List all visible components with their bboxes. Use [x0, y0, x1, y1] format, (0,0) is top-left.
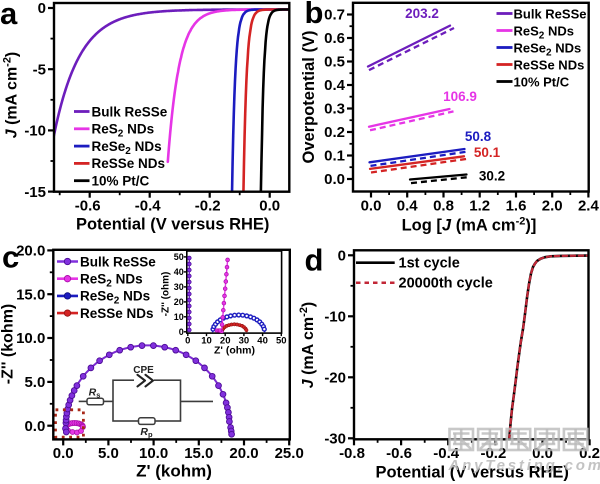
svg-text:10% Pt/C: 10% Pt/C — [92, 174, 150, 189]
svg-text:40: 40 — [257, 336, 268, 347]
svg-text:Log [J (mA cm-2)]: Log [J (mA cm-2)] — [402, 216, 537, 235]
svg-text:0.6: 0.6 — [324, 30, 345, 47]
svg-text:-10: -10 — [324, 309, 346, 326]
svg-text:10% Pt/C: 10% Pt/C — [514, 74, 570, 89]
svg-text:20.0: 20.0 — [16, 243, 45, 260]
svg-text:Z' (kohm): Z' (kohm) — [136, 462, 212, 481]
svg-text:0.2: 0.2 — [324, 124, 345, 141]
svg-text:Bulk ReSSe: Bulk ReSSe — [92, 104, 168, 119]
svg-text:1st cycle: 1st cycle — [399, 256, 460, 272]
svg-text:0.3: 0.3 — [324, 101, 345, 118]
svg-text:10.0: 10.0 — [139, 445, 168, 462]
svg-text:0: 0 — [179, 327, 184, 337]
svg-text:ReS2 NDs: ReS2 NDs — [80, 272, 143, 290]
svg-text:40: 40 — [174, 267, 184, 277]
svg-text:30.2: 30.2 — [479, 169, 505, 184]
svg-text:Overpotential (V): Overpotential (V) — [300, 31, 318, 164]
svg-text:50: 50 — [276, 336, 287, 347]
svg-text:-0.2: -0.2 — [195, 198, 221, 215]
svg-text:0.4: 0.4 — [324, 77, 346, 94]
svg-text:ReSSe NDs: ReSSe NDs — [514, 57, 585, 72]
svg-text:1.6: 1.6 — [506, 198, 527, 215]
svg-text:0.0: 0.0 — [361, 198, 382, 215]
svg-text:J (mA cm-2): J (mA cm-2) — [298, 302, 317, 389]
svg-text:2.4: 2.4 — [578, 198, 600, 215]
svg-text:-0.6: -0.6 — [386, 445, 412, 462]
svg-text:ReSe2 NDs: ReSe2 NDs — [514, 40, 582, 58]
svg-text:1.2: 1.2 — [469, 198, 490, 215]
svg-text:10.0: 10.0 — [16, 330, 45, 347]
svg-text:10: 10 — [201, 336, 212, 347]
svg-text:a: a — [0, 0, 18, 31]
svg-text:20: 20 — [220, 336, 231, 347]
svg-text:ReSSe NDs: ReSSe NDs — [80, 306, 154, 321]
svg-text:-15: -15 — [24, 184, 46, 201]
svg-text:J (mA cm-2): J (mA cm-2) — [2, 52, 21, 139]
svg-text:AnyTesting.com: AnyTesting.com — [448, 457, 600, 474]
svg-text:-20: -20 — [324, 370, 346, 387]
svg-text:ReSe2 NDs: ReSe2 NDs — [80, 289, 150, 307]
svg-text:50.8: 50.8 — [465, 129, 492, 144]
svg-text:25.0: 25.0 — [275, 445, 304, 462]
svg-text:ReS2 NDs: ReS2 NDs — [92, 122, 155, 140]
svg-text:106.9: 106.9 — [443, 89, 477, 104]
svg-text:20000th cycle: 20000th cycle — [399, 276, 493, 292]
svg-text:0.0: 0.0 — [24, 418, 45, 435]
svg-text:15.0: 15.0 — [16, 286, 45, 303]
svg-text:Z' (ohm): Z' (ohm) — [214, 345, 255, 357]
svg-text:0: 0 — [38, 0, 46, 17]
svg-text:2.0: 2.0 — [542, 198, 563, 215]
svg-text:5.0: 5.0 — [24, 374, 45, 391]
svg-text:Potential (V versus RHE): Potential (V versus RHE) — [375, 464, 568, 482]
svg-text:0.4: 0.4 — [397, 198, 419, 215]
svg-text:-0.6: -0.6 — [75, 198, 101, 215]
svg-text:0: 0 — [338, 248, 346, 265]
svg-text:ReSSe NDs: ReSSe NDs — [92, 156, 166, 171]
svg-text:b: b — [305, 0, 324, 30]
svg-text:Potential (V versus RHE): Potential (V versus RHE) — [76, 216, 269, 234]
svg-text:Bulk ReSSe: Bulk ReSSe — [514, 6, 587, 21]
svg-text:Rp: Rp — [140, 426, 153, 439]
svg-text:d: d — [305, 243, 324, 278]
svg-text:Bulk ReSSe: Bulk ReSSe — [80, 254, 156, 269]
svg-text:0.8: 0.8 — [433, 198, 454, 215]
svg-text:-0.4: -0.4 — [135, 198, 162, 215]
svg-text:Rs: Rs — [89, 387, 101, 400]
svg-text:0.5: 0.5 — [324, 54, 345, 71]
svg-text:-30: -30 — [324, 431, 346, 448]
svg-text:5.0: 5.0 — [98, 445, 119, 462]
svg-text:0.0: 0.0 — [259, 198, 280, 215]
svg-text:20.0: 20.0 — [229, 445, 258, 462]
svg-text:20: 20 — [174, 297, 184, 307]
svg-text:0.7: 0.7 — [324, 7, 345, 24]
svg-text:0.0: 0.0 — [53, 445, 74, 462]
svg-text:30: 30 — [239, 336, 250, 347]
svg-text:30: 30 — [174, 282, 184, 292]
svg-text:c: c — [2, 240, 19, 275]
svg-text:-0.8: -0.8 — [339, 445, 365, 462]
svg-text:0.1: 0.1 — [324, 148, 345, 165]
svg-text:50.1: 50.1 — [474, 145, 501, 160]
svg-text:-10: -10 — [24, 123, 46, 140]
svg-text:-Z'' (ohm): -Z'' (ohm) — [161, 272, 172, 317]
svg-text:50: 50 — [174, 252, 184, 262]
svg-text:CPE: CPE — [133, 365, 154, 376]
svg-text:0: 0 — [185, 336, 190, 347]
svg-text:10: 10 — [174, 312, 184, 322]
svg-text:-5: -5 — [33, 61, 46, 78]
svg-text:0.0: 0.0 — [324, 171, 345, 188]
svg-text:203.2: 203.2 — [405, 6, 439, 21]
svg-text:ReS2 NDs: ReS2 NDs — [514, 23, 574, 41]
svg-text:-Z'' (kohm): -Z'' (kohm) — [0, 304, 17, 384]
svg-text:15.0: 15.0 — [184, 445, 213, 462]
svg-text:ReSe2 NDs: ReSe2 NDs — [92, 139, 162, 157]
